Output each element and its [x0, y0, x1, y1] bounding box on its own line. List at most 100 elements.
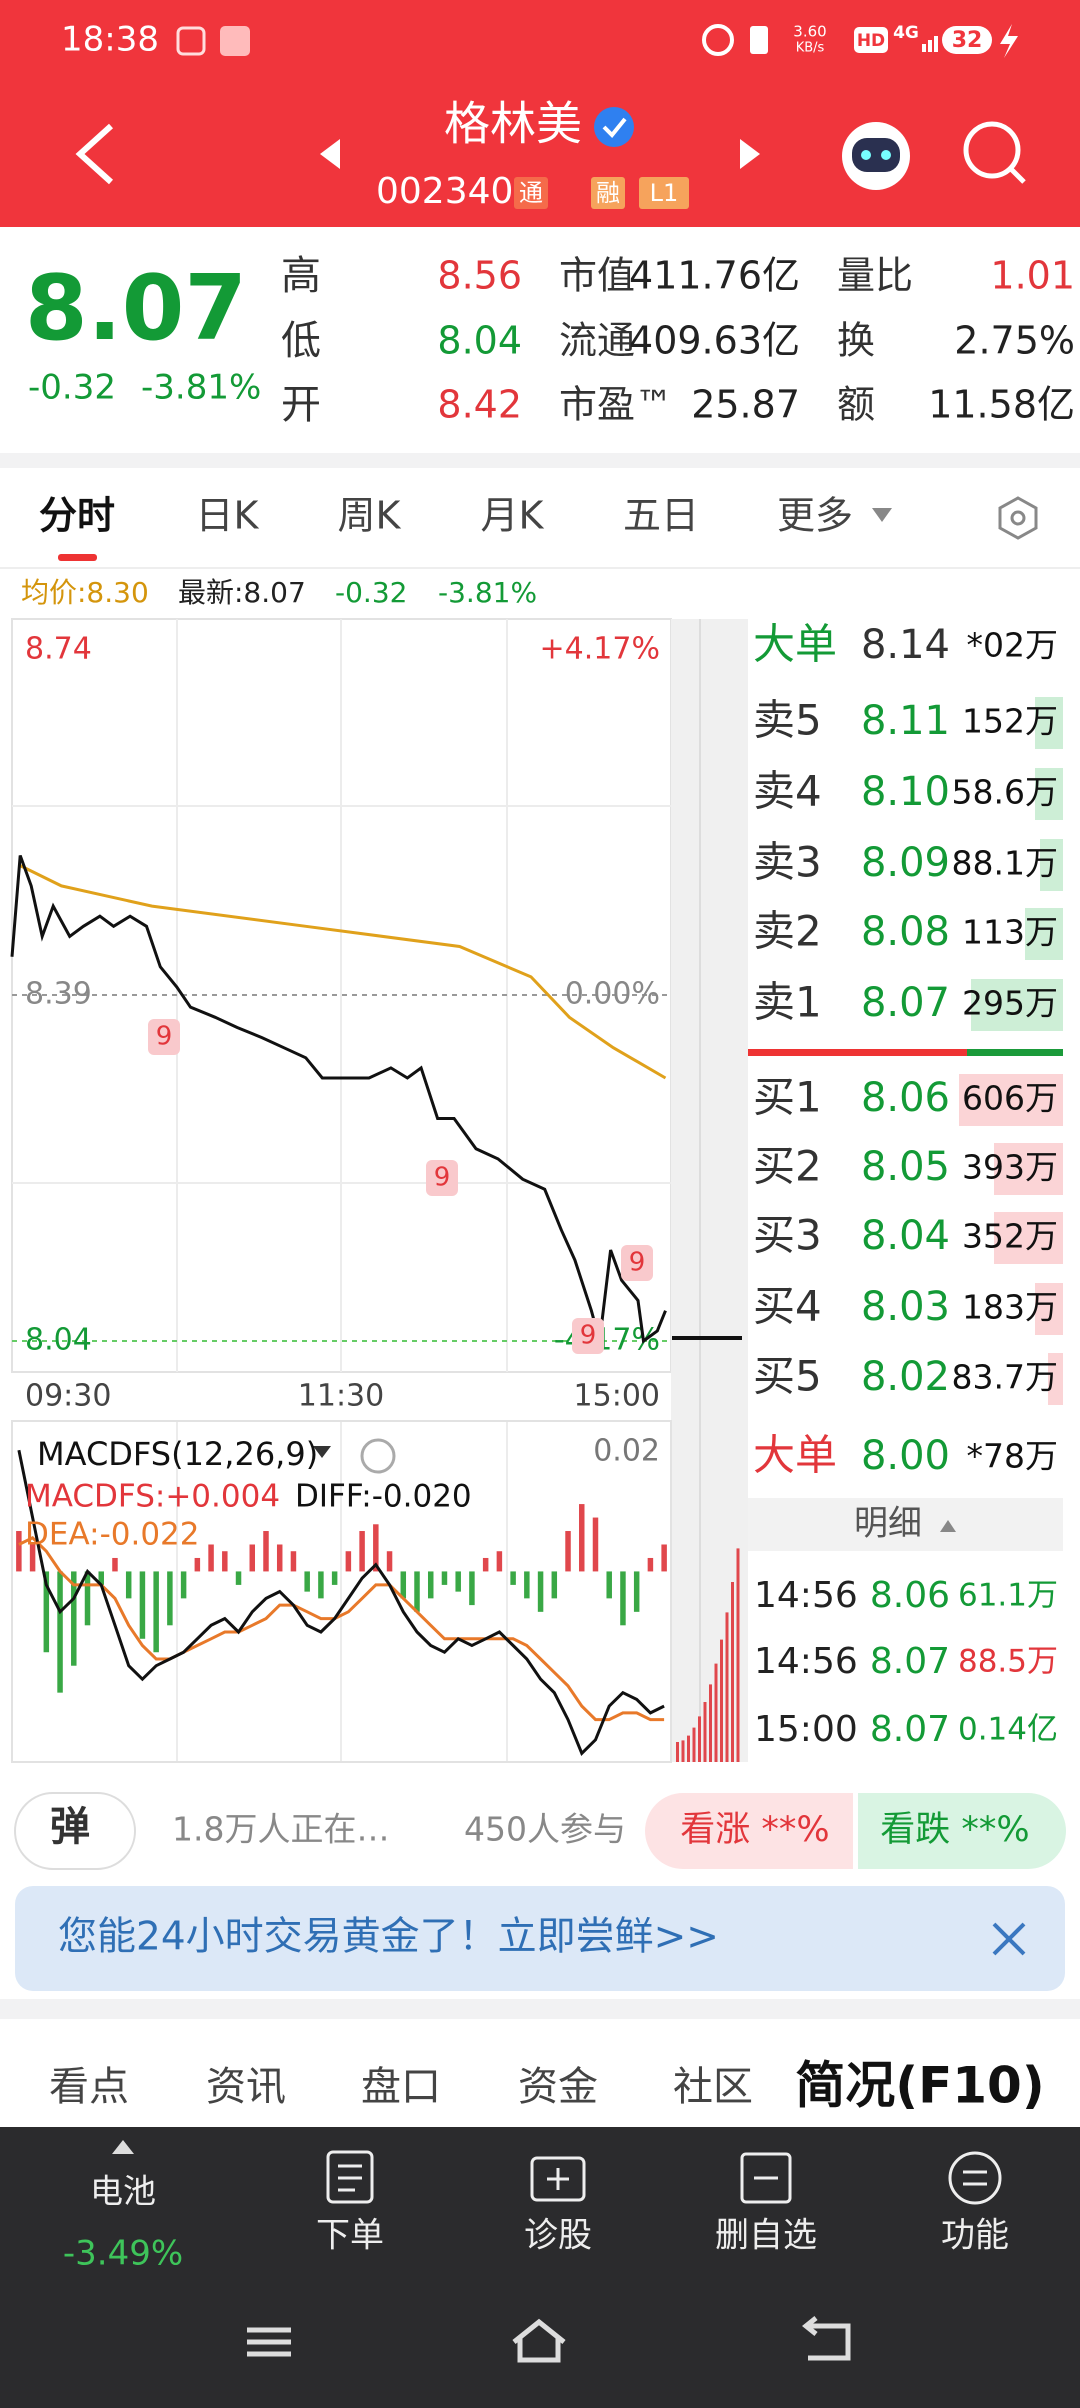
back-button[interactable]: [75, 123, 114, 185]
danmu-button[interactable]: [14, 1792, 136, 1870]
macd-dropdown[interactable]: [313, 1446, 331, 1458]
bid-price: 8.05: [861, 1144, 950, 1190]
danmu-label[interactable]: 弹: [50, 1804, 90, 1850]
trade-price: 8.07: [870, 1641, 950, 1682]
macd-bar: [373, 1524, 379, 1572]
macd-frame: [11, 1420, 672, 1763]
bid-volume: 606万: [962, 1079, 1058, 1118]
info-tab[interactable]: 资金: [518, 2064, 598, 2110]
toolbar-item[interactable]: 诊股: [524, 2216, 592, 2256]
ask-depth-bar: [1035, 697, 1063, 749]
macd-bar: [98, 1571, 104, 1585]
help-icon[interactable]: [360, 1438, 396, 1474]
macd-dea-line: [18, 1535, 665, 1722]
ask-price: 8.10: [861, 769, 950, 815]
bear-button[interactable]: [858, 1793, 1066, 1869]
toolbar-item[interactable]: 删自选: [715, 2216, 817, 2256]
next-stock[interactable]: [740, 139, 760, 169]
settings-icon[interactable]: [998, 496, 1038, 540]
macd-title: MACDFS(12,26,9): [37, 1435, 318, 1473]
toolbar-icons: [326, 2150, 1002, 2205]
bull-label[interactable]: 看涨 **%: [680, 1810, 829, 1850]
banner-bg[interactable]: [15, 1886, 1065, 1991]
big-buy-volume: *78万: [967, 1437, 1059, 1476]
bull-button[interactable]: [645, 1793, 853, 1869]
chart-tab[interactable]: 日K: [196, 494, 260, 538]
volume-bar: [720, 1639, 723, 1762]
stat-value: 2.75%: [954, 319, 1075, 363]
macd-bar: [112, 1557, 118, 1572]
pct-axis-label: 0.00%: [565, 977, 660, 1012]
volume-bar: [698, 1716, 701, 1762]
info-tab[interactable]: 盘口: [361, 2064, 441, 2110]
battery-level: 32: [952, 28, 983, 53]
banner-close[interactable]: [992, 1922, 1026, 1956]
macd-bar: [71, 1571, 77, 1666]
chart-tab[interactable]: 月K: [481, 494, 545, 538]
hd-label: HD: [857, 31, 885, 51]
trade-price: 8.06: [870, 1575, 950, 1616]
nav-bar[interactable]: [247, 2316, 851, 2363]
toolbar-item[interactable]: 下单: [316, 2216, 384, 2256]
diff-value: DIFF:-0.020: [295, 1479, 472, 1515]
bear-label[interactable]: 看跌 **%: [880, 1810, 1029, 1850]
macd-bar: [427, 1571, 434, 1599]
badge: 通: [519, 179, 543, 207]
big-sell-label: 大单: [753, 620, 837, 669]
signal-marker: 9: [580, 1321, 597, 1351]
expand-arrow[interactable]: [112, 2140, 134, 2154]
search-icon[interactable]: [963, 121, 1026, 184]
prev-stock[interactable]: [320, 139, 340, 169]
chart-tab[interactable]: 五日: [623, 494, 699, 538]
macd-bar: [441, 1571, 448, 1585]
bid-volume: 83.7万: [952, 1358, 1058, 1397]
latest-price: 最新:8.07: [178, 576, 306, 609]
avg-price-line: [19, 864, 667, 1080]
info-tab[interactable]: 简况(F10): [795, 2057, 1044, 2115]
stat-label: 额: [837, 383, 875, 427]
big-buy-label: 大单: [753, 1431, 837, 1480]
macd-bar: [537, 1571, 544, 1612]
bid-price: 8.04: [861, 1213, 950, 1259]
time-axis-label: 11:30: [298, 1379, 384, 1414]
ask-label: 卖2: [753, 907, 822, 956]
ask-volume: 113万: [962, 913, 1058, 952]
chart-tab[interactable]: 更多: [777, 494, 853, 538]
stat-value: 8.04: [437, 319, 522, 363]
bid-depth-bar: [1048, 1353, 1063, 1405]
detail-title[interactable]: 明细: [854, 1504, 922, 1544]
promo-banner[interactable]: 您能24小时交易黄金了！立即尝鲜>>: [58, 1915, 719, 1960]
battery-icon: [942, 26, 992, 54]
separator: [0, 1999, 1080, 2019]
macd-bar: [400, 1571, 407, 1599]
volume-bar: [676, 1742, 679, 1762]
info-tab[interactable]: 资讯: [206, 2064, 286, 2110]
stat-label: 换: [837, 319, 875, 363]
robot-icon[interactable]: [842, 122, 910, 190]
trade-volume: 61.1万: [958, 1578, 1058, 1614]
macd-bar: [84, 1571, 91, 1626]
price-axis-label: 8.74: [25, 632, 92, 667]
macd-bar: [318, 1571, 324, 1599]
bid-depth-bar: [994, 1212, 1063, 1264]
info-tab[interactable]: 社区: [673, 2064, 753, 2110]
sector-name[interactable]: 电池: [90, 2172, 156, 2211]
ask-depth-bar: [1040, 839, 1063, 891]
signal-marker-bg: [621, 1245, 653, 1281]
ask-volume: 88.1万: [952, 844, 1058, 883]
toolbar-item[interactable]: 功能: [941, 2216, 1009, 2256]
macd-bar: [455, 1571, 461, 1592]
ask-volume: 58.6万: [952, 773, 1058, 812]
macd-bar: [331, 1571, 338, 1585]
volume-bar: [703, 1702, 707, 1762]
info-tab[interactable]: 看点: [49, 2064, 129, 2110]
stat-value: 1.01: [990, 254, 1075, 298]
trade-time: 14:56: [754, 1641, 858, 1682]
chart-tab[interactable]: 周K: [338, 494, 402, 538]
trade-volume: 0.14亿: [958, 1712, 1058, 1748]
chart-tab[interactable]: 分时: [39, 494, 115, 538]
stock-code: 002340: [376, 171, 513, 212]
ask-label: 卖5: [753, 696, 822, 745]
macd-bar: [263, 1531, 269, 1572]
